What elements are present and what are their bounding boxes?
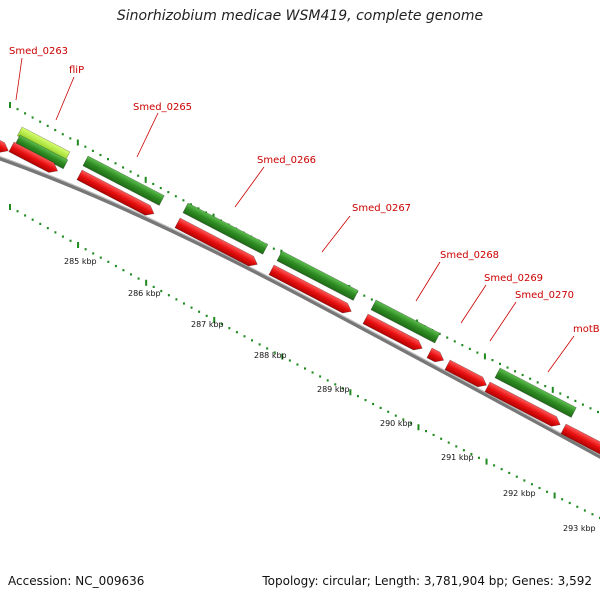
gene-flip-red[interactable] [8, 141, 60, 176]
map-title: Sinorhizobium medicae WSM419, complete g… [116, 8, 484, 24]
inner-tick-track [9, 204, 600, 520]
gene-smed-0266-red[interactable] [174, 217, 260, 269]
gene-flip[interactable] [14, 134, 69, 170]
scale-label-293: 293 kbp [563, 524, 596, 533]
label-leader [321, 215, 351, 253]
label-leader [55, 76, 75, 121]
gene-shape [182, 202, 269, 255]
label-leader [415, 261, 441, 302]
genome-backbone-highlight [0, 155, 600, 456]
label-leader [489, 301, 517, 342]
label-leader [136, 112, 159, 158]
gene-shape [484, 381, 561, 427]
gene-smed-0269[interactable] [426, 347, 446, 365]
scale-label-289: 289 kbp [317, 385, 350, 394]
label-leader [15, 57, 23, 101]
gene-shape [0, 132, 9, 153]
scale-label-290: 290 kbp [380, 419, 413, 428]
gene-smed-0268-red[interactable] [362, 313, 425, 353]
gene-next-red[interactable] [560, 423, 600, 458]
gene-motb[interactable] [494, 367, 577, 418]
gene-track [0, 126, 600, 458]
gene-shape [276, 250, 359, 301]
genome-summary-text: Topology: circular; Length: 3,781,904 bp… [262, 574, 592, 588]
gene-shape [14, 134, 69, 170]
gene-smed-0267[interactable] [276, 250, 359, 301]
gene-label-smed-0266[interactable]: Smed_0266 [257, 155, 316, 166]
label-leader [460, 284, 487, 324]
gene-smed-0265[interactable] [82, 155, 165, 206]
gene-label-flip[interactable]: fliP [69, 65, 84, 76]
scale-label-286: 286 kbp [128, 289, 161, 298]
scale-label-292: 292 kbp [503, 489, 536, 498]
gene-shape [8, 141, 59, 173]
label-leaders [15, 57, 575, 373]
gene-shape [268, 264, 352, 314]
gene-shape [426, 347, 445, 363]
gene-shape [560, 423, 600, 458]
genome-backbone [0, 156, 600, 459]
scale-label-288: 288 kbp [254, 351, 287, 360]
gene-shape [494, 367, 577, 418]
gene-motb-red[interactable] [484, 381, 563, 430]
gene-label-motb[interactable]: motB [573, 324, 600, 335]
gene-shape [370, 299, 441, 344]
label-leader [547, 335, 575, 373]
gene-shape [362, 313, 423, 351]
accession-text: Accession: NC_009636 [8, 574, 145, 588]
gene-shape [82, 155, 165, 206]
gene-label-smed-0270[interactable]: Smed_0270 [515, 290, 574, 301]
gene-shape [174, 217, 258, 267]
gene-label-smed-0269[interactable]: Smed_0269 [484, 273, 543, 284]
scale-label-291: 291 kbp [441, 453, 474, 462]
gene-smed-0268[interactable] [370, 299, 441, 344]
scale-label-285: 285 kbp [64, 257, 97, 266]
gene-label-smed-0267[interactable]: Smed_0267 [352, 203, 411, 214]
outer-tick-track [9, 102, 599, 414]
gene-label-smed-0265[interactable]: Smed_0265 [133, 102, 192, 113]
gene-shape [444, 359, 487, 388]
gene-label-smed-0268[interactable]: Smed_0268 [440, 250, 499, 261]
gene-smed-0265-red[interactable] [76, 169, 157, 219]
scale-label-287: 287 kbp [191, 320, 224, 329]
gene-smed-0263[interactable] [0, 132, 11, 156]
gene-shape [76, 169, 155, 216]
gene-smed-0266[interactable] [182, 202, 269, 255]
gene-label-smed-0263[interactable]: Smed_0263 [9, 46, 68, 57]
label-leader [234, 166, 265, 208]
gene-smed-0270[interactable] [444, 359, 489, 390]
gene-smed-0267-red[interactable] [268, 264, 354, 316]
